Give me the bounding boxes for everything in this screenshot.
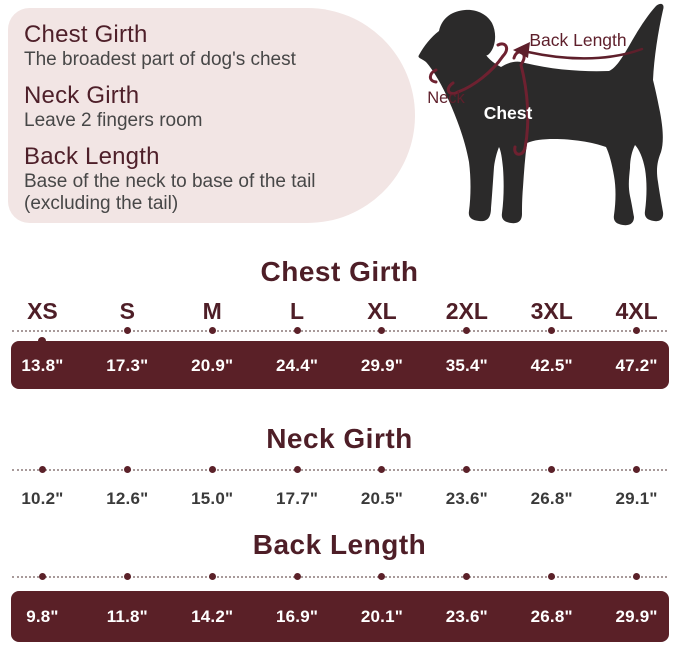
back-length-value: 23.6" <box>445 607 488 626</box>
neck-tape-icon <box>456 54 505 94</box>
size-label-l: L <box>290 298 305 324</box>
chest-girth-value: 13.8" <box>21 356 64 375</box>
guide-item-neck-girth: Neck Girth Leave 2 fingers room <box>24 82 415 132</box>
size-label-4xl: 4XL <box>615 298 658 324</box>
back-length-arrow-line <box>526 47 644 60</box>
size-marker-dot <box>208 573 216 580</box>
chest-girth-value: 42.5" <box>530 356 573 375</box>
size-marker-dot <box>38 573 46 580</box>
size-marker-dot <box>293 327 301 334</box>
chest-girth-dotted-line <box>0 327 679 334</box>
neck-tape-bottom-curl-icon <box>446 81 460 96</box>
size-marker-dot <box>548 327 556 334</box>
size-label-3xl: 3XL <box>530 298 573 324</box>
neck-girth-value: 23.6" <box>445 489 488 508</box>
size-marker-dot <box>548 573 556 580</box>
size-label-s: S <box>119 298 135 324</box>
back-length-value: 16.9" <box>275 607 319 626</box>
dog-measurement-diagram: Back Length Neck Chest <box>418 3 664 226</box>
chest-girth-value: 20.9" <box>191 356 234 375</box>
size-labels-row: XS S M L XL 2XL 3XL 4XL <box>0 298 679 325</box>
chest-diagram-label: Chest <box>484 103 533 123</box>
size-label-2xl: 2XL <box>445 298 488 324</box>
guide-desc-neck-girth: Leave 2 fingers room <box>24 109 203 131</box>
back-length-arrowhead-icon <box>513 42 530 58</box>
size-marker-dot <box>378 327 386 334</box>
size-marker-dot <box>548 466 556 473</box>
chest-girth-value: 17.3" <box>106 356 149 375</box>
size-marker-dot <box>208 466 216 473</box>
chest-girth-value: 29.9" <box>360 356 404 375</box>
back-length-diagram-label: Back Length <box>529 30 626 50</box>
size-marker-dot <box>123 466 131 473</box>
size-marker-dot <box>633 466 641 473</box>
size-marker-dot <box>378 573 386 580</box>
neck-girth-value: 26.8" <box>530 489 573 508</box>
back-length-bar <box>11 591 669 642</box>
size-marker-dot <box>463 327 471 334</box>
chest-girth-value: 35.4" <box>445 356 488 375</box>
measure-guide-panel: Chest Girth The broadest part of dog's c… <box>8 8 415 223</box>
neck-tape-left-curl-icon <box>428 68 438 84</box>
guide-title-back-length: Back Length <box>24 143 160 170</box>
back-length-section-title: Back Length <box>252 529 427 560</box>
back-length-value: 11.8" <box>106 607 148 626</box>
size-marker-dot <box>378 466 386 473</box>
neck-diagram-label: Neck <box>427 89 465 107</box>
size-marker-dot <box>123 327 131 334</box>
neck-girth-value: 20.5" <box>360 489 404 508</box>
chest-tape-icon <box>519 63 530 150</box>
neck-tape-top-curl-icon <box>496 42 509 58</box>
size-marker-dot <box>123 573 131 580</box>
size-marker-dot <box>293 466 301 473</box>
chest-girth-value: 24.4" <box>275 356 319 375</box>
back-length-dotted-line <box>0 573 679 580</box>
back-length-value: 20.1" <box>360 607 404 626</box>
neck-girth-dotted-line <box>0 466 679 473</box>
size-label-xl: XL <box>367 298 397 324</box>
chest-girth-bar <box>11 341 669 389</box>
guide-desc-chest-girth: The broadest part of dog's chest <box>24 48 296 70</box>
size-marker-dot <box>463 573 471 580</box>
back-length-value: 29.9" <box>615 607 658 626</box>
size-marker-dot <box>633 327 641 334</box>
guide-title-chest-girth: Chest Girth <box>24 21 148 48</box>
size-marker-dot <box>208 327 216 334</box>
size-marker-dot <box>38 466 46 473</box>
neck-girth-value: 17.7" <box>275 489 319 508</box>
back-length-value: 14.2" <box>191 607 234 626</box>
chest-girth-values-row: 13.8" 17.3" 20.9" 24.4" 29.9" 35.4" 42.5… <box>0 356 679 376</box>
neck-girth-values-row: 10.2" 12.6" 15.0" 17.7" 20.5" 23.6" 26.8… <box>0 489 679 509</box>
neck-girth-section-title: Neck Girth <box>266 423 413 454</box>
size-marker-dot <box>293 573 301 580</box>
neck-girth-value: 15.0" <box>191 489 234 508</box>
neck-girth-value: 29.1" <box>615 489 658 508</box>
neck-girth-value: 10.2" <box>21 489 64 508</box>
dog-silhouette <box>418 3 664 226</box>
guide-item-back-length: Back Length Base of the neck to base of … <box>24 143 415 215</box>
chest-girth-value: 47.2" <box>615 356 658 375</box>
guide-title-neck-girth: Neck Girth <box>24 82 140 109</box>
guide-desc-back-length: Base of the neck to base of the tail (ex… <box>24 170 316 214</box>
back-length-value: 9.8" <box>26 607 59 626</box>
size-marker-dot <box>463 466 471 473</box>
size-marker-dot <box>633 573 641 580</box>
guide-item-chest-girth: Chest Girth The broadest part of dog's c… <box>24 21 415 71</box>
back-length-values-row: 9.8" 11.8" 14.2" 16.9" 20.1" 23.6" 26.8"… <box>0 607 679 627</box>
back-length-value: 26.8" <box>530 607 573 626</box>
chest-girth-section-title: Chest Girth <box>260 256 419 287</box>
size-label-m: M <box>202 298 222 324</box>
size-label-xs: XS <box>27 298 58 324</box>
neck-girth-value: 12.6" <box>106 489 149 508</box>
chest-tape-bottom-curl-icon <box>513 145 527 156</box>
